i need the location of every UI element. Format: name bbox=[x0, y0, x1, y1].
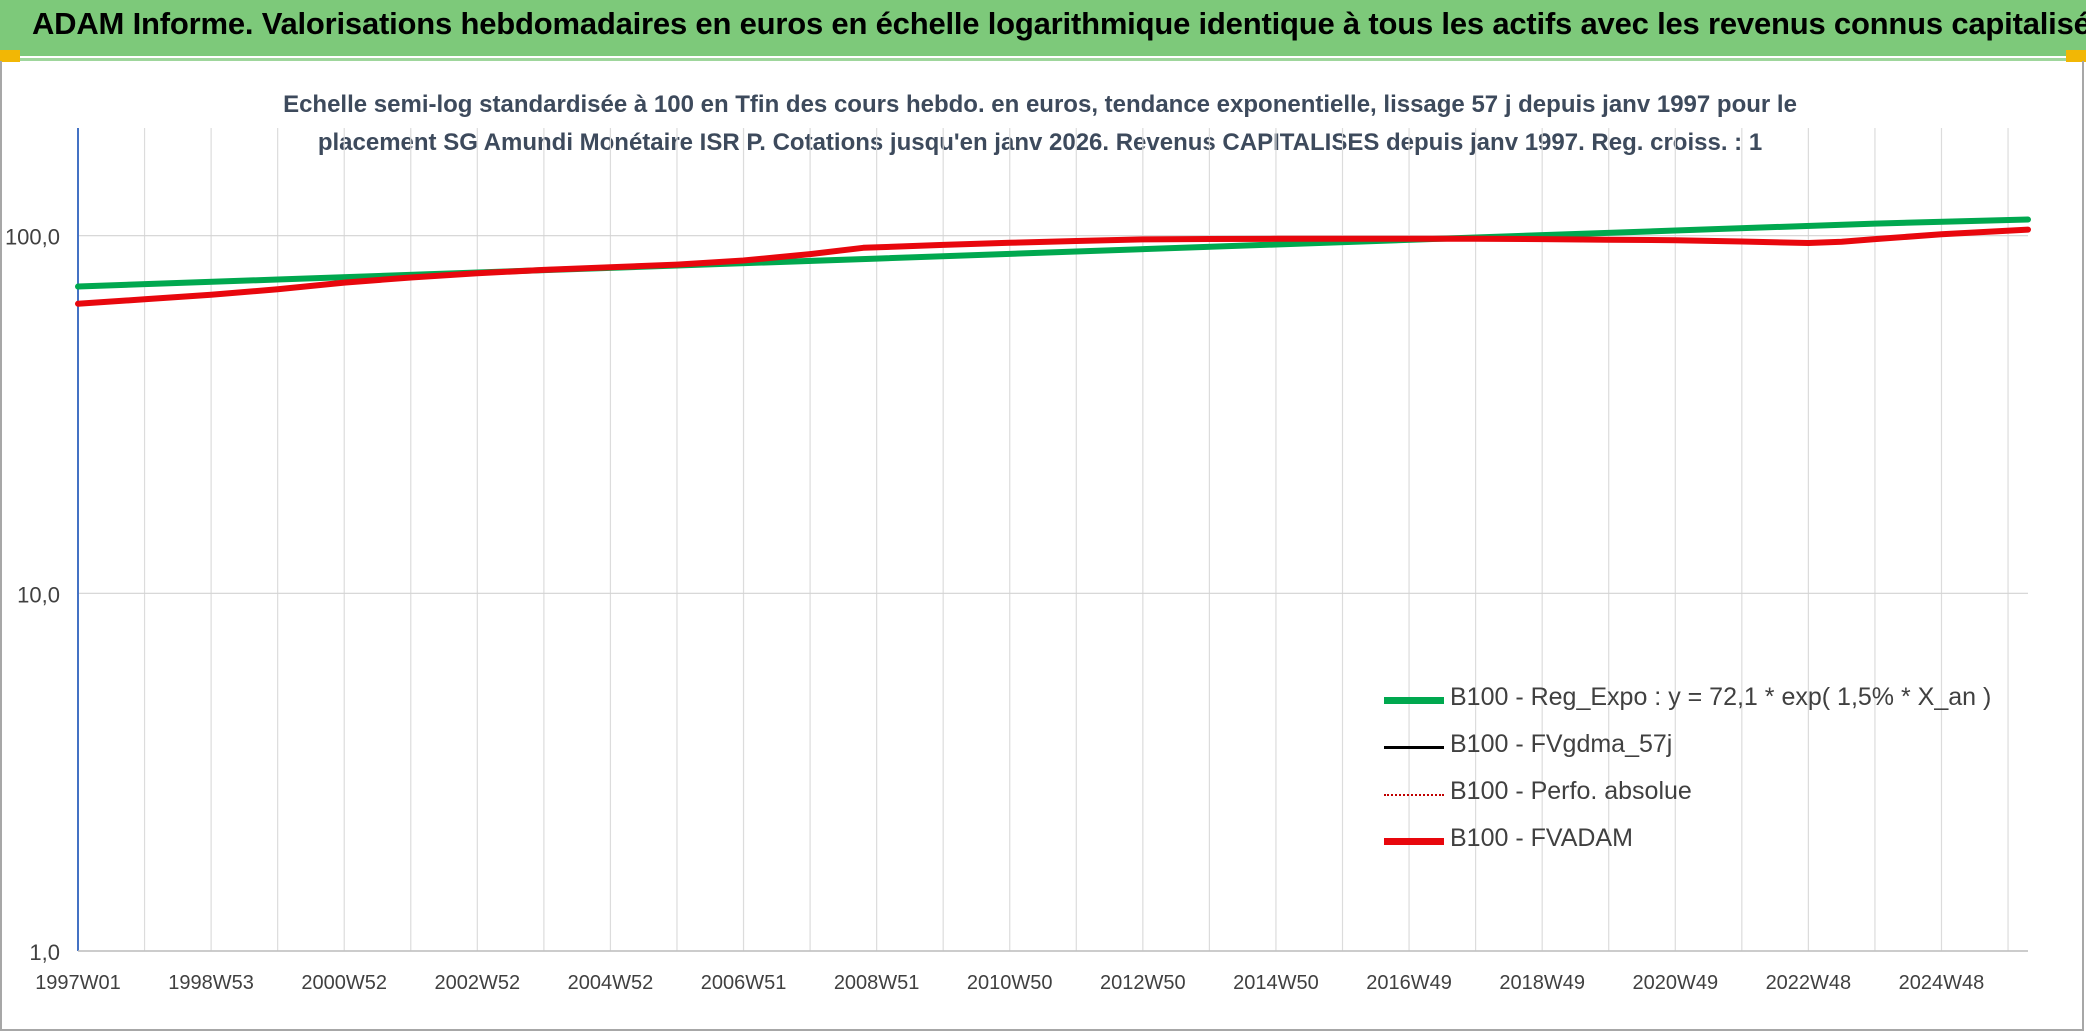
x-tick-label: 2012W50 bbox=[1100, 972, 1186, 994]
legend-label-fvgdma: B100 - FVgdma_57j bbox=[1450, 730, 1673, 758]
legend-label-perfo: B100 - Perfo. absolue bbox=[1450, 777, 1692, 805]
x-tick-label: 2000W52 bbox=[301, 972, 387, 994]
x-tick-label: 1998W53 bbox=[168, 972, 254, 994]
legend-label-fvadam: B100 - FVADAM bbox=[1450, 824, 1633, 852]
series-line-reg-expo bbox=[75, 216, 2031, 290]
y-tick-label: 100,0 bbox=[5, 225, 60, 250]
legend-item-perfo: B100 - Perfo. absolue bbox=[1384, 774, 2024, 821]
x-tick-label: 2004W52 bbox=[568, 972, 654, 994]
legend-item-fvadam: B100 - FVADAM bbox=[1384, 821, 2024, 868]
series-lines bbox=[75, 216, 2031, 307]
legend-swatch-perfo bbox=[1384, 794, 1444, 796]
legend-item-fvgdma: B100 - FVgdma_57j bbox=[1384, 727, 2024, 774]
x-tick-label: 2020W49 bbox=[1632, 972, 1718, 994]
report-title: ADAM Informe. Valorisations hebdomadaire… bbox=[32, 6, 2086, 41]
x-tick-label: 2002W52 bbox=[435, 972, 521, 994]
axes: 1,0 10,0 100,0 1997W01 1998W53 2000W52 2002W52… bbox=[5, 128, 2028, 994]
x-tick-label: 2014W50 bbox=[1233, 972, 1319, 994]
x-tick-label: 2018W49 bbox=[1499, 972, 1585, 994]
x-tick-label: 2006W51 bbox=[701, 972, 787, 994]
chart-frame bbox=[0, 61, 2084, 1031]
x-tick-label: 1997W01 bbox=[35, 972, 121, 994]
chart-title-line-2: placement SG Amundi Monétaire ISR P. Cot… bbox=[317, 129, 1763, 156]
chart-title: Echelle semi-log standardisée à 100 en T… bbox=[230, 86, 1850, 162]
corner-accent-right bbox=[2066, 50, 2086, 62]
x-tick-label: 2008W51 bbox=[834, 972, 920, 994]
legend-item-reg-expo: B100 - Reg_Expo : y = 72,1 * exp( 1,5% *… bbox=[1384, 680, 2024, 727]
series-line-fvadam bbox=[75, 226, 2031, 307]
legend-swatch-fvadam bbox=[1384, 838, 1444, 845]
chart-legend: B100 - Reg_Expo : y = 72,1 * exp( 1,5% *… bbox=[1384, 680, 2024, 868]
x-tick-label: 2016W49 bbox=[1366, 972, 1452, 994]
chart-title-line-1: Echelle semi-log standardisée à 100 en T… bbox=[283, 91, 1797, 118]
x-tick-label: 2024W48 bbox=[1899, 972, 1985, 994]
x-tick-label: 2022W48 bbox=[1766, 972, 1852, 994]
y-tick-label: 1,0 bbox=[29, 940, 60, 965]
title-banner: ADAM Informe. Valorisations hebdomadaire… bbox=[0, 0, 2086, 56]
corner-accent-left bbox=[0, 50, 20, 62]
legend-swatch-fvgdma bbox=[1384, 746, 1444, 749]
legend-swatch-reg-expo bbox=[1384, 697, 1444, 704]
banner-divider bbox=[0, 58, 2086, 61]
x-tick-label: 2010W50 bbox=[967, 972, 1053, 994]
legend-label-reg-expo: B100 - Reg_Expo : y = 72,1 * exp( 1,5% *… bbox=[1450, 683, 1992, 711]
y-tick-label: 10,0 bbox=[17, 582, 60, 607]
